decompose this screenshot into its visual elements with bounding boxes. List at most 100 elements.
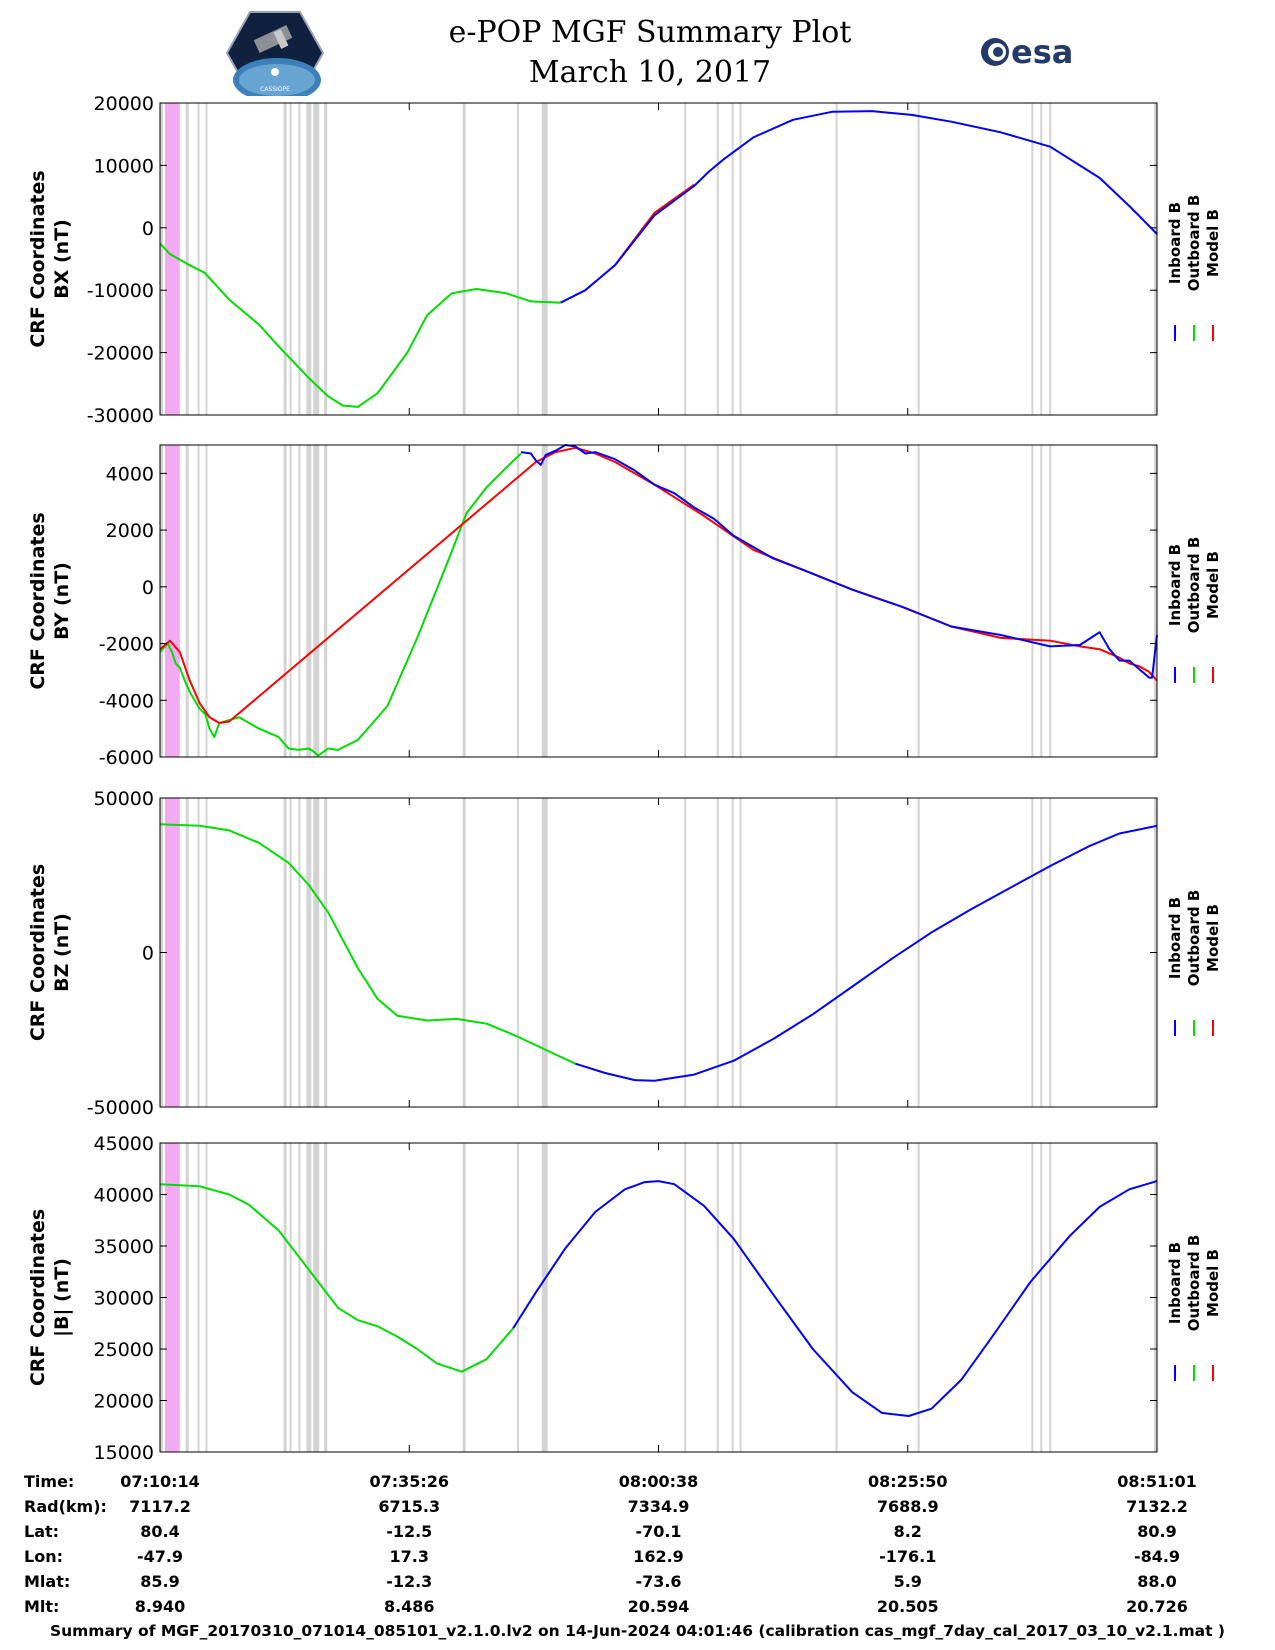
legend-label: Model B <box>1204 904 1222 972</box>
data-gap-band <box>541 798 548 1107</box>
data-gap-band <box>324 103 328 415</box>
y-axis-unit-label: BZ (nT) <box>51 913 73 992</box>
data-gap-band <box>684 1143 687 1452</box>
data-gap-band <box>306 103 312 415</box>
data-gap-band <box>283 1143 287 1452</box>
y-tick-label: 20000 <box>94 93 154 115</box>
data-gap-band <box>289 445 292 757</box>
legend-label: Model B <box>1204 209 1222 277</box>
data-gap-band <box>197 103 200 415</box>
data-gap-band <box>835 103 838 415</box>
data-gap-band <box>289 1143 292 1452</box>
data-gap-band <box>289 103 292 415</box>
series-line-outboard-b <box>159 242 561 408</box>
ephemeris-value: 8.940 <box>135 1597 186 1615</box>
ephemeris-row-label: Lon: <box>24 1547 63 1566</box>
y-axis-title: CRF Coordinates <box>27 170 49 347</box>
y-tick-label: 0 <box>142 218 154 240</box>
x-tick-time-label: 08:51:01 <box>1117 1472 1197 1491</box>
esa-logo: esa <box>981 33 1073 71</box>
data-gap-band <box>306 445 312 757</box>
y-tick-label: -6000 <box>99 747 154 769</box>
data-gap-band <box>716 1143 719 1452</box>
x-tick-time-label: 08:25:50 <box>868 1472 948 1491</box>
data-gap-band <box>462 798 466 1107</box>
ephemeris-value: 162.9 <box>633 1547 684 1566</box>
ephemeris-value: 17.3 <box>390 1547 429 1566</box>
data-gap-band <box>289 798 292 1107</box>
legend-label: Outboard B <box>1185 1235 1203 1332</box>
y-axis-unit-label: BY (nT) <box>51 562 73 640</box>
data-gap-band <box>205 103 208 415</box>
data-gap-band <box>160 103 163 415</box>
y-tick-label: -20000 <box>87 343 154 365</box>
ephemeris-value: 7688.9 <box>877 1497 939 1516</box>
data-gap-band <box>197 798 200 1107</box>
data-gap-band <box>462 103 466 415</box>
y-axis-unit-label: BX (nT) <box>51 219 73 299</box>
y-tick-label: -30000 <box>87 405 154 427</box>
data-gap-band <box>313 798 320 1107</box>
legend-label: Inboard B <box>1166 202 1184 284</box>
series-line-inboard-b <box>575 824 1158 1082</box>
data-gap-band <box>731 103 734 415</box>
data-gap-band <box>1049 103 1052 415</box>
flag-band <box>164 103 180 415</box>
ephemeris-value: -176.1 <box>879 1547 936 1566</box>
y-tick-label: 25000 <box>94 1339 154 1361</box>
ephemeris-value: 6715.3 <box>378 1497 440 1516</box>
y-tick-label: 2000 <box>106 520 154 542</box>
y-axis-title: CRF Coordinates <box>27 512 49 689</box>
ephemeris-row-label: Time: <box>24 1472 74 1491</box>
y-tick-label: 4000 <box>106 463 154 485</box>
legend-label: Model B <box>1204 1249 1222 1317</box>
cassiope-mission-logo: CASSIOPE <box>225 11 325 96</box>
data-gap-band <box>835 798 838 1107</box>
data-gap-band <box>462 445 466 757</box>
flag-band <box>164 798 180 1107</box>
data-gap-band <box>517 445 520 757</box>
data-gap-band <box>684 798 687 1107</box>
data-gap-band <box>1049 798 1052 1107</box>
y-tick-label: 0 <box>142 943 154 965</box>
plot-title: e-POP MGF Summary Plot <box>448 15 852 50</box>
legend-label: Inboard B <box>1166 897 1184 979</box>
data-gap-band <box>917 798 920 1107</box>
ephemeris-value: 85.9 <box>140 1572 179 1591</box>
data-gap-band <box>205 445 208 757</box>
x-tick-time-label: 07:35:26 <box>369 1472 449 1491</box>
ephemeris-value: -12.3 <box>386 1572 432 1591</box>
ephemeris-value: -73.6 <box>635 1572 681 1591</box>
series-line-outboard-b <box>159 823 576 1065</box>
ephemeris-row-label: Rad(km): <box>24 1497 107 1516</box>
data-gap-band <box>1154 445 1157 757</box>
data-gap-band <box>517 798 520 1107</box>
ephemeris-value: 80.9 <box>1137 1522 1176 1541</box>
data-gap-band <box>835 445 838 757</box>
data-gap-band <box>298 103 301 415</box>
ephemeris-value: 80.4 <box>140 1522 179 1541</box>
data-gap-band <box>298 798 301 1107</box>
series-line-inboard-b <box>520 444 1158 679</box>
data-gap-band <box>298 445 301 757</box>
data-gap-band <box>739 798 742 1107</box>
ephemeris-row-label: Lat: <box>24 1522 59 1541</box>
data-gap-band <box>1031 103 1034 415</box>
data-gap-band <box>324 798 328 1107</box>
data-gap-band <box>541 103 548 415</box>
data-gap-band <box>739 1143 742 1452</box>
y-tick-label: -4000 <box>99 690 154 712</box>
ephemeris-value: -47.9 <box>137 1547 183 1566</box>
legend-label: Model B <box>1204 551 1222 619</box>
data-gap-band <box>517 1143 520 1452</box>
data-gap-band <box>917 1143 920 1452</box>
y-tick-label: -10000 <box>87 280 154 302</box>
ephemeris-value: 20.594 <box>628 1597 690 1615</box>
data-gap-band <box>1040 798 1043 1107</box>
data-gap-band <box>1040 103 1043 415</box>
data-gap-band <box>185 445 189 757</box>
data-gap-band <box>185 1143 189 1452</box>
legend-label: Inboard B <box>1166 1242 1184 1324</box>
data-gap-band <box>313 445 320 757</box>
esa-logo-text: esa <box>1011 33 1073 71</box>
